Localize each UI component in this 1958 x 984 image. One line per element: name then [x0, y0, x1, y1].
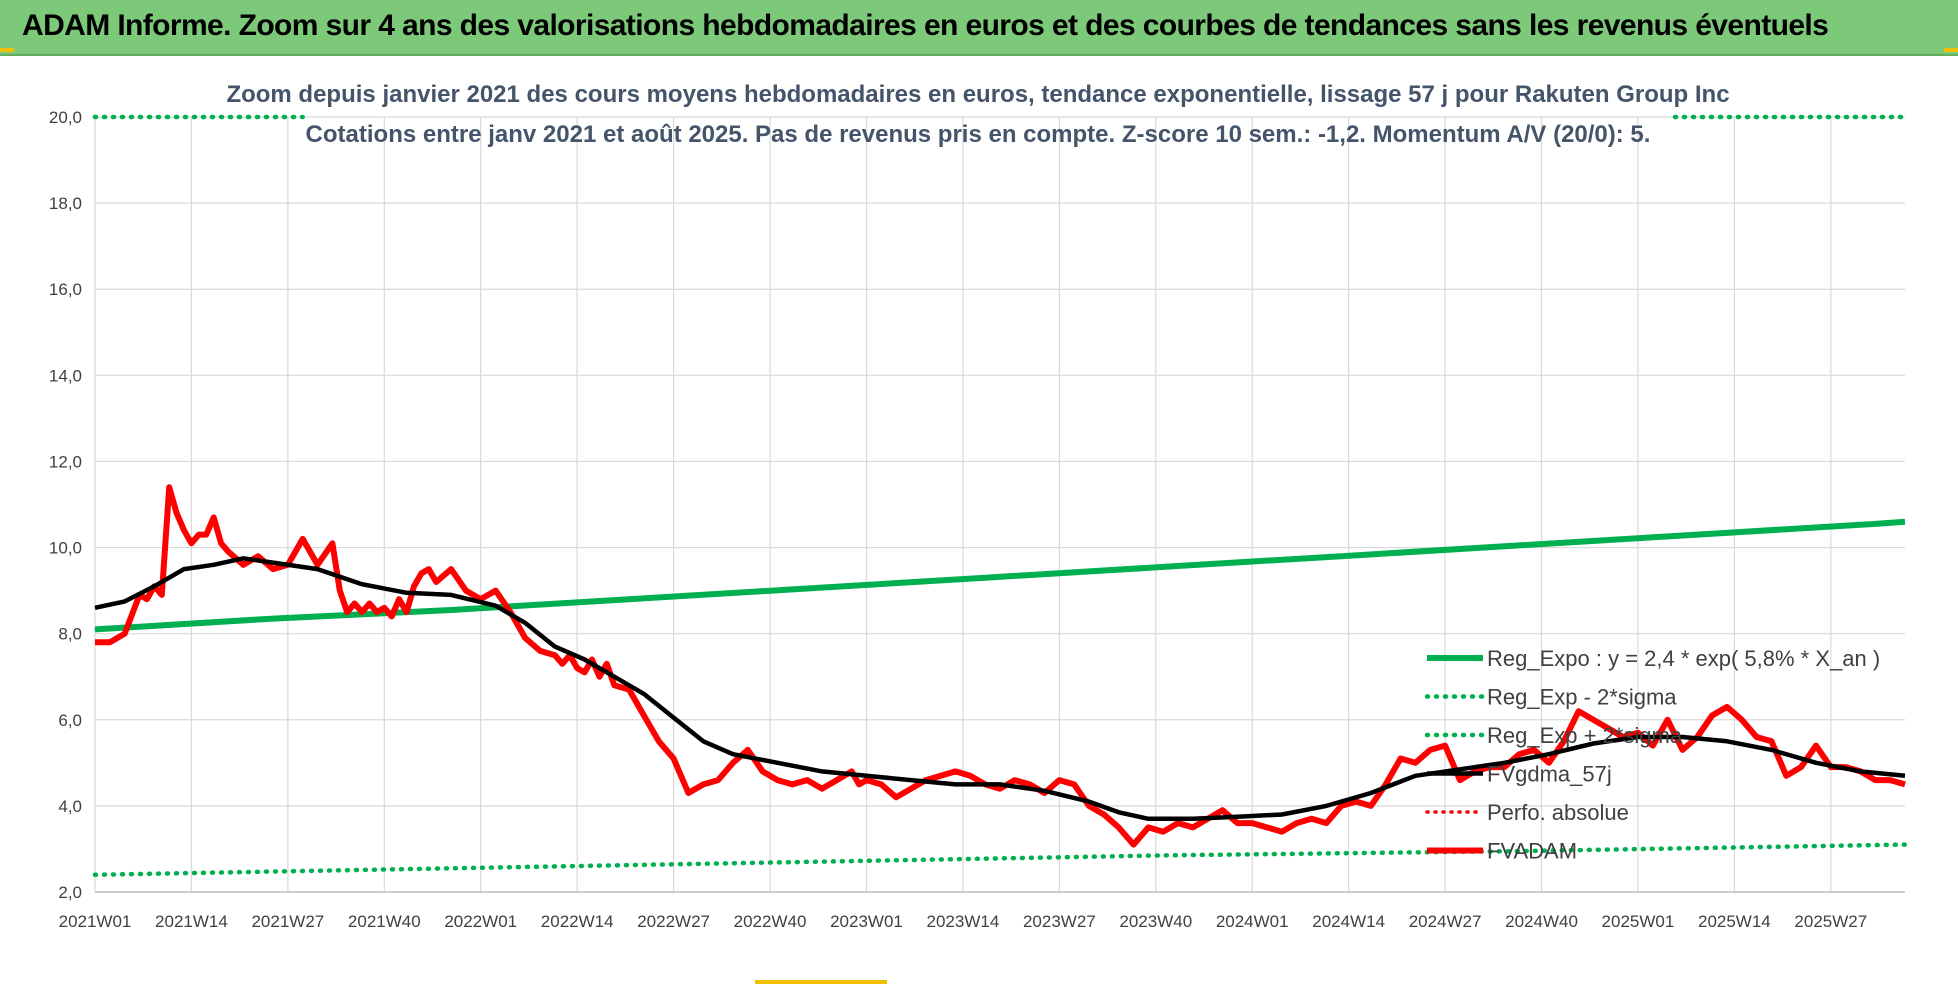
series-reg-exp-2-sigma: [92, 842, 1908, 878]
chart-grid: [94, 116, 1905, 893]
x-tick-label: 2022W27: [637, 912, 710, 931]
legend-label: FVgdma_57j: [1487, 762, 1612, 787]
x-tick-label: 2024W14: [1312, 912, 1385, 931]
y-tick-label: 6,0: [58, 711, 82, 730]
legend-label: FVADAM: [1487, 839, 1577, 864]
y-tick-label: 18,0: [49, 194, 82, 213]
x-tick-label: 2022W14: [541, 912, 614, 931]
legend-label: Reg_Expo : y = 2,4 * exp( 5,8% * X_an ): [1487, 646, 1880, 671]
x-tick-label: 2021W14: [155, 912, 228, 931]
y-tick-label: 20,0: [49, 108, 82, 127]
y-tick-label: 14,0: [49, 366, 82, 385]
y-tick-label: 4,0: [58, 797, 82, 816]
series-fvgdma-57j: [94, 556, 1906, 822]
x-tick-label: 2024W40: [1505, 912, 1578, 931]
x-tick-label: 2023W14: [927, 912, 1000, 931]
series-reg-expo-y-2-4-exp-5-8-x-an: [94, 518, 1906, 633]
chart-series: [92, 114, 1908, 878]
line-chart: 2,0 4,0 6,0 8,0 10,0 12,0 14,0 16,0 18,0 20,0 202…: [49, 81, 1908, 931]
legend-label: Reg_Exp - 2*sigma: [1487, 685, 1677, 710]
x-tick-label: 2025W14: [1698, 912, 1771, 931]
title-banner: ADAM Informe. Zoom sur 4 ans des valoris…: [0, 0, 1958, 56]
y-tick-label: 16,0: [49, 280, 82, 299]
x-tick-label: 2023W27: [1023, 912, 1096, 931]
x-tick-label: 2025W27: [1794, 912, 1867, 931]
chart-title: Zoom depuis janvier 2021 des cours moyen…: [226, 81, 1729, 108]
x-tick-label: 2021W01: [59, 912, 132, 931]
x-tick-label: 2021W27: [251, 912, 324, 931]
chart-subtitle: Cotations entre janv 2021 et août 2025. …: [306, 121, 1651, 148]
x-tick-label: 2025W01: [1602, 912, 1675, 931]
legend-label: Perfo. absolue: [1487, 800, 1629, 825]
y-tick-label: 10,0: [49, 539, 82, 558]
corner-marker-right: [1944, 48, 1958, 52]
legend-label: Reg_Exp + 2*sigma: [1487, 723, 1683, 748]
x-tick-label: 2022W40: [734, 912, 807, 931]
x-tick-label: 2023W40: [1119, 912, 1192, 931]
chart-legend: Reg_Expo : y = 2,4 * exp( 5,8% * X_an ) R…: [1424, 646, 1880, 864]
y-tick-label: 8,0: [58, 625, 82, 644]
corner-marker-left: [0, 48, 14, 52]
y-axis-labels: 2,0 4,0 6,0 8,0 10,0 12,0 14,0 16,0 18,0 20,0: [49, 108, 82, 902]
x-tick-label: 2022W01: [444, 912, 517, 931]
x-axis-labels: 2021W01 2021W14 2021W27 2021W40 2022W01 2022W…: [59, 912, 1868, 931]
banner-title: ADAM Informe. Zoom sur 4 ans des valoris…: [22, 9, 1829, 42]
x-tick-label: 2024W27: [1409, 912, 1482, 931]
series-fvadam: [95, 484, 1906, 848]
y-tick-label: 2,0: [58, 883, 82, 902]
y-tick-label: 12,0: [49, 452, 82, 471]
x-tick-label: 2024W01: [1216, 912, 1289, 931]
x-tick-label: 2021W40: [348, 912, 421, 931]
bottom-marker: [755, 980, 887, 984]
x-tick-label: 2023W01: [830, 912, 903, 931]
